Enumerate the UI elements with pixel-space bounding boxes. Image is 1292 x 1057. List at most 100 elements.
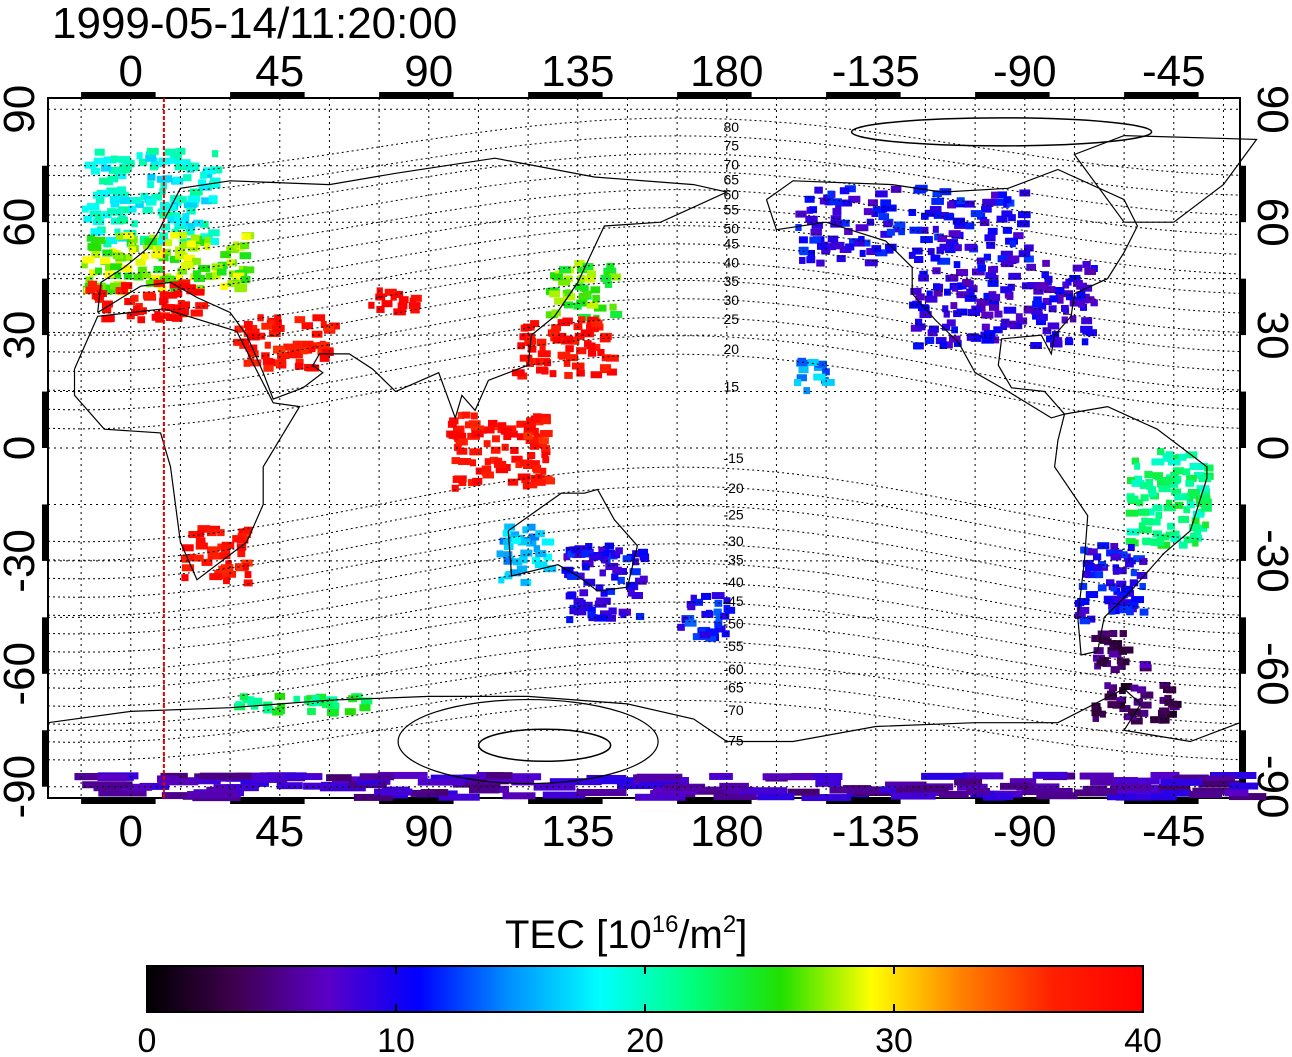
left-lat-label: 60: [0, 198, 44, 247]
tec-cell: [535, 550, 547, 558]
tec-cell: [225, 560, 232, 568]
right-lat-label: -60: [1248, 642, 1292, 706]
tec-cell: [796, 374, 807, 382]
tec-cell: [251, 697, 263, 705]
tec-cell: [1021, 282, 1033, 290]
tec-cell: [520, 578, 529, 586]
tec-cell: [993, 326, 1003, 334]
tec-cell: [1150, 716, 1160, 724]
tec-cell: [488, 419, 498, 427]
tec-cell: [438, 793, 480, 801]
antarctica-coast: [47, 688, 1241, 743]
tec-cell: [1118, 647, 1127, 655]
tec-cell: [157, 285, 167, 293]
tec-cell: [811, 221, 823, 229]
tec-cell: [243, 531, 251, 539]
tec-cell: [1013, 232, 1024, 240]
tec-cell: [952, 217, 965, 225]
tec-cell: [1186, 496, 1194, 504]
tec-cell: [1185, 479, 1195, 487]
tec-cell: [894, 221, 906, 229]
tec-cell: [795, 224, 802, 232]
tec-cell: [484, 426, 495, 434]
tec-cell: [1054, 286, 1065, 294]
tec-cell: [201, 558, 213, 566]
tec-cell: [275, 319, 282, 327]
tec-cell: [988, 303, 1000, 311]
tec-cell: [321, 349, 334, 357]
tec-cell: [809, 206, 818, 214]
tec-cell: [114, 172, 127, 180]
tec-cell: [631, 591, 644, 599]
tec-cell: [609, 273, 621, 281]
tec-cell: [549, 329, 559, 337]
tec-cell: [1008, 214, 1016, 222]
tec-cell: [1095, 571, 1104, 579]
tec-cell: [506, 430, 518, 438]
magnetic-contour: [47, 207, 1241, 275]
bottom-frame-bar: [379, 798, 454, 804]
tec-cell: [264, 341, 271, 349]
tec-cell: [855, 224, 869, 232]
magnetic-contour: [47, 298, 1241, 372]
tec-cell: [635, 793, 686, 801]
tec-cell: [983, 292, 990, 300]
tec-cell: [510, 446, 519, 454]
tec-cell: [151, 193, 163, 201]
tec-cell: [1046, 335, 1053, 343]
tec-cell: [599, 364, 612, 372]
tec-cell: [247, 324, 258, 332]
tec-cell: [497, 422, 507, 430]
tec-cell: [529, 442, 540, 450]
tec-cell: [946, 239, 958, 247]
tec-cell: [582, 563, 590, 571]
tec-cell: [1080, 325, 1093, 333]
tec-cell: [983, 330, 996, 338]
tec-cell: [159, 232, 168, 240]
top-lon-label: 45: [255, 47, 304, 96]
tec-cell: [578, 316, 586, 324]
tec-cell: [81, 205, 89, 213]
tec-cell: [757, 793, 795, 801]
tec-cell: [469, 448, 483, 456]
tec-cell: [937, 235, 948, 243]
tec-cell: [1019, 189, 1031, 197]
tec-cell: [807, 218, 818, 226]
tec-cell: [1024, 305, 1034, 313]
tec-cell: [296, 773, 323, 781]
tec-cell: [1123, 646, 1134, 654]
tec-cell: [195, 302, 209, 310]
bottom-frame-bar: [677, 798, 752, 804]
tec-cell: [247, 328, 260, 336]
tec-cell: [173, 290, 183, 298]
tec-cell: [190, 234, 200, 242]
tec-cell: [81, 261, 88, 269]
tec-cell: [315, 693, 327, 701]
tec-cell: [179, 301, 191, 309]
tec-cell: [457, 438, 468, 446]
tec-cell: [543, 565, 557, 573]
tec-cell: [1079, 617, 1091, 625]
left-frame-bar: [42, 617, 48, 674]
tec-cell: [306, 364, 320, 372]
tec-cell: [361, 697, 373, 705]
tec-cell: [554, 297, 566, 305]
tec-cell: [985, 272, 997, 280]
tec-cell: [791, 773, 843, 781]
tec-cell: [586, 342, 596, 350]
tec-cell: [1151, 458, 1165, 466]
tec-cell: [813, 373, 826, 381]
tec-cell: [997, 255, 1009, 263]
tec-cell: [159, 211, 172, 219]
tec-cell: [390, 293, 397, 301]
tec-cell: [1112, 607, 1120, 615]
contour-label: 30: [723, 292, 739, 308]
tec-cell: [567, 572, 580, 580]
tec-cell: [601, 354, 612, 362]
tec-cell: [163, 248, 172, 256]
tec-cell: [798, 236, 808, 244]
tec-cell: [573, 597, 584, 605]
tec-cell: [185, 554, 197, 562]
tec-cell: [292, 351, 303, 359]
tec-cell: [241, 233, 251, 241]
